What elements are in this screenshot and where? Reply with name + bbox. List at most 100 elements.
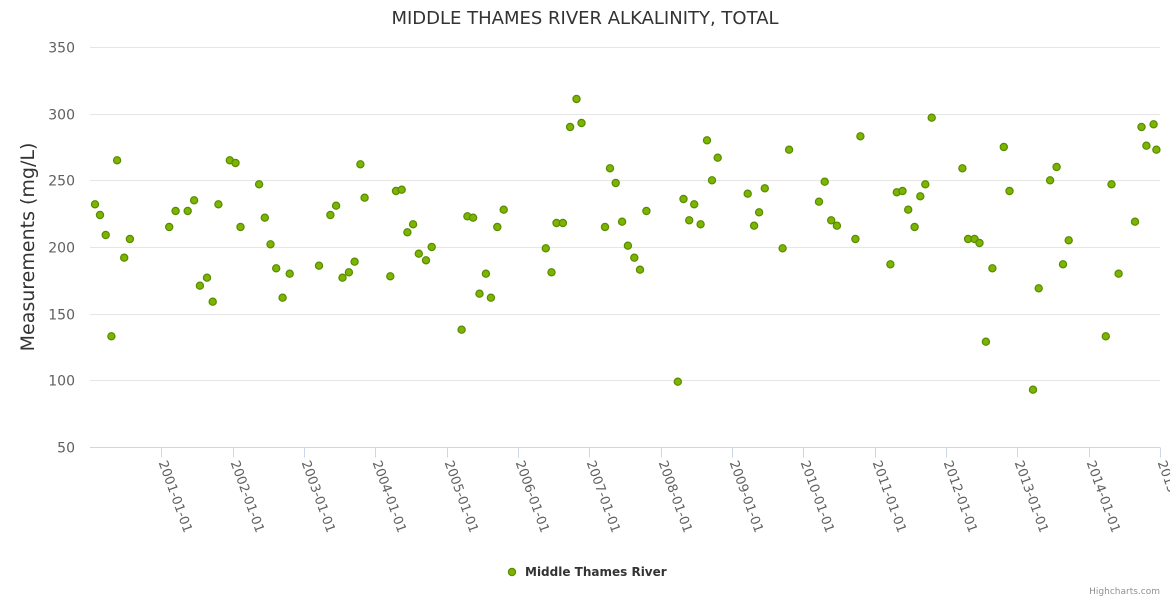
data-point-78[interactable] [820,177,829,186]
data-point-35[interactable] [403,228,412,237]
data-point-40[interactable] [457,325,466,334]
data-point-51[interactable] [558,218,568,228]
data-point-44[interactable] [481,269,491,278]
data-point-80[interactable] [832,221,842,230]
data-point-3[interactable] [107,332,116,341]
legend[interactable]: Middle Thames River [507,565,667,579]
data-point-64[interactable] [679,194,688,204]
data-point-48[interactable] [541,244,551,253]
data-point-88[interactable] [916,192,925,201]
data-point-22[interactable] [278,293,287,302]
data-point-103[interactable] [1058,260,1068,269]
data-point-14[interactable] [214,200,223,209]
data-point-68[interactable] [702,136,712,145]
legend-item-middle-thames-river[interactable]: Middle Thames River [525,565,667,579]
data-point-23[interactable] [285,269,294,278]
data-point-75[interactable] [778,244,787,253]
data-point-86[interactable] [904,205,913,214]
data-point-81[interactable] [851,234,860,244]
data-point-104[interactable] [1064,236,1073,245]
data-point-102[interactable] [1052,162,1061,172]
data-point-111[interactable] [1149,120,1158,129]
data-point-13[interactable] [208,297,217,306]
data-point-63[interactable] [673,377,683,386]
data-point-31[interactable] [360,193,369,202]
data-point-95[interactable] [981,337,991,346]
data-point-42[interactable] [468,213,478,222]
data-point-5[interactable] [119,253,129,262]
data-point-112[interactable] [1152,145,1161,154]
data-point-99[interactable] [1028,385,1038,394]
data-point-9[interactable] [183,206,192,216]
data-point-79[interactable] [827,216,836,225]
data-point-4[interactable] [112,156,122,165]
data-point-97[interactable] [999,142,1009,152]
data-point-52[interactable] [565,122,575,132]
data-point-76[interactable] [784,145,794,154]
data-point-6[interactable] [125,234,135,244]
data-point-28[interactable] [344,268,354,277]
data-point-59[interactable] [623,241,633,250]
data-point-1[interactable] [95,210,105,220]
data-point-85[interactable] [898,186,907,196]
data-point-10[interactable] [189,196,199,205]
data-point-72[interactable] [749,221,759,230]
data-point-62[interactable] [642,206,651,216]
data-point-7[interactable] [164,222,174,232]
credits-link[interactable]: Highcharts.com [1089,587,1160,597]
data-point-71[interactable] [743,189,752,198]
data-point-34[interactable] [397,185,406,194]
data-point-57[interactable] [611,178,620,188]
data-point-36[interactable] [408,220,418,229]
data-point-60[interactable] [630,253,639,262]
data-point-26[interactable] [331,201,341,210]
data-point-17[interactable] [236,222,245,232]
data-point-45[interactable] [486,293,496,302]
data-point-18[interactable] [254,180,264,189]
data-point-20[interactable] [266,240,275,249]
data-point-107[interactable] [1114,269,1123,278]
data-point-8[interactable] [171,206,180,216]
data-point-55[interactable] [600,222,610,232]
data-point-38[interactable] [421,256,431,265]
data-point-0[interactable] [90,200,100,209]
data-point-66[interactable] [690,200,699,209]
data-point-74[interactable] [760,184,770,193]
data-point-25[interactable] [326,210,335,220]
data-point-47[interactable] [499,205,508,214]
data-point-83[interactable] [886,260,895,269]
data-point-21[interactable] [272,264,281,273]
data-point-67[interactable] [696,220,705,229]
data-point-2[interactable] [101,230,110,240]
data-point-106[interactable] [1107,180,1116,189]
data-point-109[interactable] [1137,122,1146,132]
data-point-87[interactable] [910,222,919,232]
data-point-29[interactable] [350,257,359,266]
data-point-19[interactable] [260,213,269,222]
data-point-69[interactable] [707,176,717,185]
data-point-98[interactable] [1005,186,1014,196]
data-point-89[interactable] [921,180,930,189]
data-point-43[interactable] [475,289,484,298]
data-point-58[interactable] [617,217,627,226]
data-point-54[interactable] [577,118,586,128]
data-point-77[interactable] [814,197,824,206]
data-point-65[interactable] [685,216,694,225]
data-point-53[interactable] [572,94,581,104]
data-point-37[interactable] [414,249,423,258]
data-point-11[interactable] [195,281,205,290]
data-point-32[interactable] [386,272,395,281]
data-point-91[interactable] [958,164,967,173]
data-point-82[interactable] [856,132,865,141]
data-point-90[interactable] [927,113,936,122]
data-point-12[interactable] [202,273,212,282]
data-point-61[interactable] [635,265,645,274]
data-point-30[interactable] [356,160,365,169]
data-point-16[interactable] [231,158,240,168]
data-point-96[interactable] [988,264,997,273]
data-point-108[interactable] [1130,217,1140,226]
data-point-24[interactable] [314,261,324,270]
data-point-27[interactable] [338,273,347,282]
data-point-100[interactable] [1034,284,1043,293]
data-point-70[interactable] [713,153,722,162]
